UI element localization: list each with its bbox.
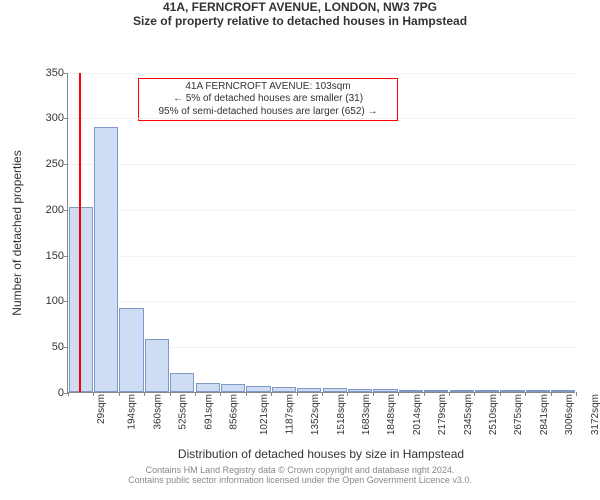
x-tick-label: 194sqm [127,394,138,430]
histogram-bar [399,390,423,392]
gridline [68,301,575,302]
gridline [68,118,575,119]
annotation-line: 41A FERNCROFT AVENUE: 103sqm [145,81,391,94]
x-tick-label: 2345sqm [463,394,474,435]
histogram-bar [145,339,169,392]
x-tick-mark [500,392,501,396]
property-marker-line [79,73,81,392]
annotation-line: 95% of semi-detached houses are larger (… [145,106,391,119]
y-tick-label: 350 [46,67,64,79]
x-tick-mark [347,392,348,396]
x-tick-label: 2675sqm [514,394,525,435]
histogram-bar [170,373,194,392]
x-tick-label: 3172sqm [590,394,600,435]
histogram-bar [348,389,372,392]
y-tick-mark [64,73,68,74]
x-tick-mark [449,392,450,396]
x-tick-label: 3006sqm [564,394,575,435]
gridline [68,164,575,165]
attribution-line-2: Contains public sector information licen… [0,475,600,485]
y-tick-label: 100 [46,295,64,307]
attribution: Contains HM Land Registry data © Crown c… [0,465,600,485]
marker-annotation: 41A FERNCROFT AVENUE: 103sqm← 5% of deta… [138,78,398,122]
x-tick-label: 1352sqm [310,394,321,435]
histogram-bar [526,390,550,392]
attribution-line-1: Contains HM Land Registry data © Crown c… [0,465,600,475]
histogram-bar [373,389,397,392]
x-tick-label: 29sqm [96,394,107,424]
y-tick-label: 150 [46,250,64,262]
x-tick-label: 2014sqm [412,394,423,435]
x-tick-label: 1518sqm [336,394,347,435]
histogram-bar [94,127,118,392]
x-tick-mark [220,392,221,396]
histogram-bar [246,386,270,391]
y-tick-mark [64,256,68,257]
x-tick-mark [246,392,247,396]
y-tick-mark [64,118,68,119]
gridline [68,256,575,257]
histogram-bar [272,387,296,392]
x-tick-mark [271,392,272,396]
y-tick-label: 0 [58,387,64,399]
y-tick-mark [64,210,68,211]
histogram-bar [424,390,448,392]
x-tick-mark [398,392,399,396]
x-tick-mark [144,392,145,396]
x-tick-mark [474,392,475,396]
title-line-2: Size of property relative to detached ho… [0,14,600,28]
x-tick-mark [576,392,577,396]
y-tick-label: 250 [46,158,64,170]
x-tick-label: 360sqm [152,394,163,430]
y-tick-label: 200 [46,204,64,216]
gridline [68,73,575,74]
x-tick-mark [170,392,171,396]
x-axis-label: Distribution of detached houses by size … [67,447,575,461]
x-tick-label: 2510sqm [488,394,499,435]
x-tick-mark [195,392,196,396]
histogram-bar [323,388,347,392]
histogram-bar [297,388,321,392]
x-tick-label: 1187sqm [284,394,295,434]
histogram-bar [475,390,499,392]
x-tick-label: 691sqm [203,394,214,430]
x-tick-mark [322,392,323,396]
x-tick-mark [297,392,298,396]
x-tick-label: 2179sqm [437,394,448,435]
x-tick-label: 1021sqm [260,394,271,435]
histogram-bar [500,390,524,392]
x-tick-mark [551,392,552,396]
gridline [68,210,575,211]
x-tick-label: 856sqm [229,394,240,430]
x-tick-label: 2841sqm [539,394,550,435]
x-tick-mark [93,392,94,396]
y-tick-label: 50 [52,341,64,353]
chart-area: Number of detached properties 41A FERNCR… [5,33,595,463]
histogram-bar [221,384,245,391]
y-tick-mark [64,347,68,348]
y-tick-mark [64,164,68,165]
x-tick-label: 1683sqm [361,394,372,435]
annotation-line: ← 5% of detached houses are smaller (31) [145,93,391,106]
x-tick-mark [373,392,374,396]
histogram-bar [450,390,474,392]
title-line-1: 41A, FERNCROFT AVENUE, LONDON, NW3 7PG [0,0,600,14]
histogram-bar [119,308,143,392]
x-tick-mark [68,392,69,396]
y-axis-label: Number of detached properties [10,150,24,315]
y-tick-label: 300 [46,112,64,124]
x-tick-label: 1848sqm [387,394,398,435]
x-tick-label: 525sqm [178,394,189,430]
page-title: 41A, FERNCROFT AVENUE, LONDON, NW3 7PG S… [0,0,600,29]
x-tick-mark [424,392,425,396]
histogram-bar [196,383,220,392]
x-tick-mark [119,392,120,396]
y-tick-mark [64,301,68,302]
x-tick-mark [525,392,526,396]
histogram-bar [551,390,575,392]
plot-area: 41A FERNCROFT AVENUE: 103sqm← 5% of deta… [67,73,575,393]
